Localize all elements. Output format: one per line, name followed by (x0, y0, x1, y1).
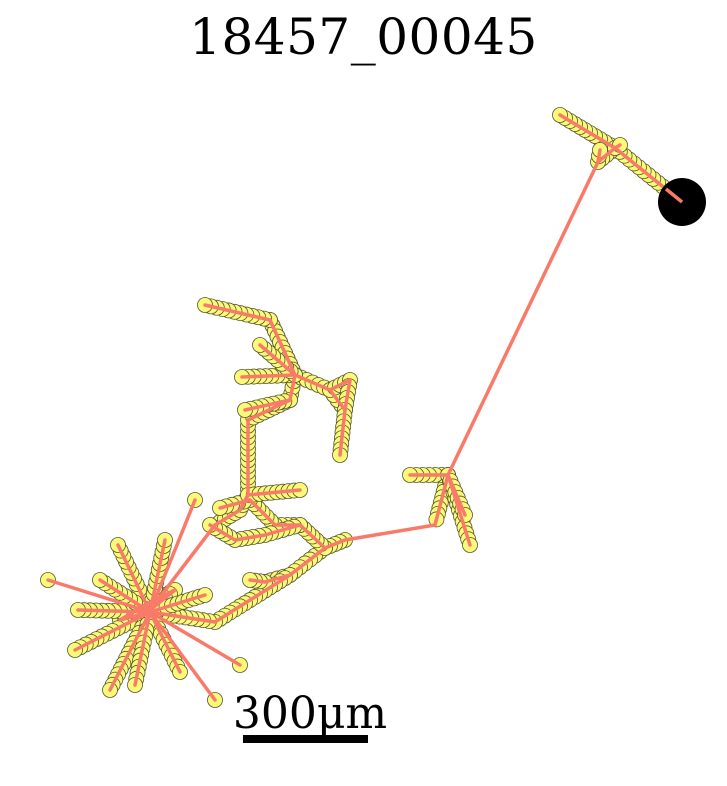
branch-track-line (76, 608, 152, 614)
branch-track-line (613, 143, 622, 150)
branch-track-line (208, 523, 302, 542)
branch-track-line (218, 498, 327, 550)
branch-track-line (148, 610, 242, 667)
scale-bar (243, 735, 368, 743)
branch-track-line (203, 303, 272, 322)
branch-track-line (148, 498, 197, 614)
branch-track-line (558, 113, 617, 150)
branch-track-line (133, 610, 152, 687)
main-track-line (118, 146, 684, 624)
branch-track-line (243, 398, 292, 412)
branch-track-line (248, 578, 267, 584)
start-marker-line (664, 187, 684, 204)
plot-title: 18457_00045 (189, 8, 538, 66)
branch-track-line (148, 610, 217, 702)
branch-track-line (258, 343, 297, 377)
start-marker-layer (658, 178, 706, 226)
branch-track-line (116, 543, 152, 614)
branch-track-line (240, 373, 297, 379)
trajectory-path (46, 113, 684, 702)
branch-track-line (596, 148, 602, 164)
branch-track-line (46, 578, 152, 614)
branch-track-line (108, 610, 152, 692)
branch-track-line (246, 488, 302, 497)
branch-track-line (148, 610, 182, 674)
branch-track-line (73, 610, 152, 652)
branch-track-line (98, 578, 152, 614)
branch-track-line (446, 473, 467, 517)
branch-track-line (148, 593, 207, 614)
branch-track-line (148, 538, 167, 614)
scale-bar-label: 300μm (232, 688, 388, 739)
